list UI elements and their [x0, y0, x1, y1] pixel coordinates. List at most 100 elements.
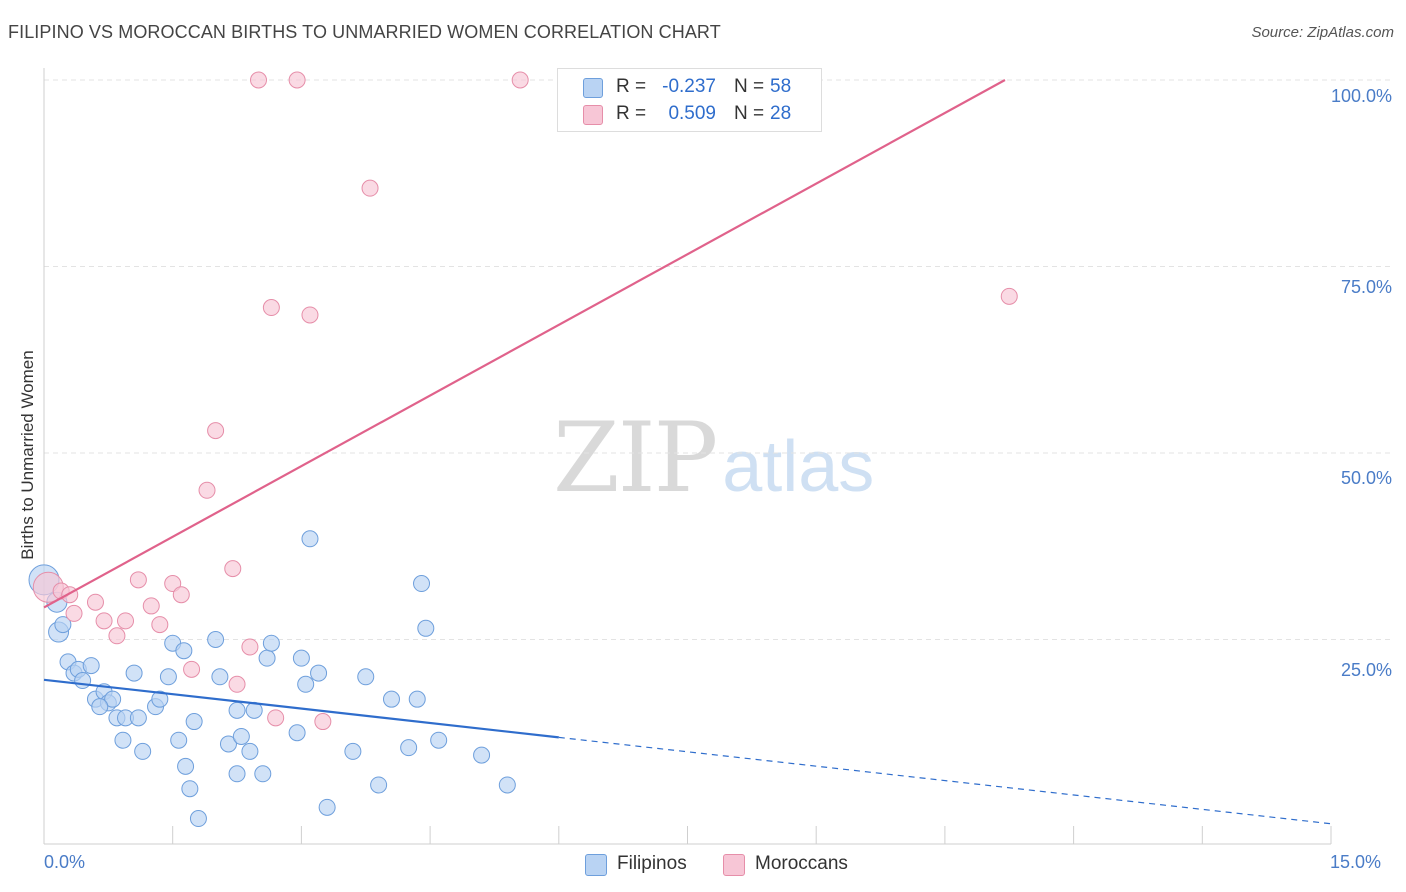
r-label: R =	[616, 103, 647, 124]
filipino-point	[498, 776, 516, 794]
moroccan-point	[262, 299, 280, 317]
filipino-point	[177, 757, 195, 775]
chart-title: FILIPINO VS MOROCCAN BIRTHS TO UNMARRIED…	[8, 22, 721, 42]
watermark-atlas: atlas	[722, 427, 875, 507]
moroccan-point	[314, 713, 332, 731]
filipino-point	[74, 672, 92, 690]
filipinos-legend-swatch	[585, 854, 607, 876]
filipinos-trendline	[43, 678, 559, 739]
moroccan-point	[198, 481, 216, 499]
x-tick-label-min: 0.0%	[44, 852, 86, 872]
filipino-point	[262, 634, 280, 652]
n-label: N =	[734, 103, 765, 124]
filipino-point	[151, 690, 169, 708]
filipino-point	[408, 690, 426, 708]
axis-layer	[43, 68, 1332, 845]
legend-label-moroccans: Moroccans	[755, 853, 848, 874]
filipino-point	[258, 649, 276, 667]
filipino-point	[228, 765, 246, 783]
filipino-point	[170, 731, 188, 749]
filipino-point	[382, 690, 400, 708]
r-label: R =	[616, 76, 647, 97]
moroccan-point	[164, 575, 182, 593]
filipino-point	[125, 664, 143, 682]
moroccan-point	[117, 612, 135, 630]
moroccans-trendline	[43, 79, 1006, 609]
legend-label-filipinos: Filipinos	[617, 853, 687, 874]
filipinos-swatch	[583, 78, 603, 98]
watermark-zip: ZIP	[553, 402, 718, 514]
moroccan-point	[361, 179, 379, 197]
r-value: -0.237	[662, 76, 716, 97]
watermark: ZIPatlas	[553, 402, 874, 514]
filipino-point	[159, 668, 177, 686]
filipino-point	[207, 631, 225, 648]
y-tick-label-75: 75.0%	[1340, 277, 1392, 297]
filipino-point	[370, 776, 388, 794]
filipino-point	[82, 657, 100, 675]
filipinos-trendline-extrapolated	[558, 736, 1332, 825]
moroccan-point	[151, 616, 169, 634]
filipino-point	[473, 746, 491, 764]
n-value: 28	[770, 103, 792, 124]
filipino-point	[430, 731, 448, 749]
filipino-point	[292, 649, 310, 667]
moroccan-point	[108, 627, 126, 645]
source-label: Source: ZipAtlas.com	[1251, 24, 1394, 41]
filipino-point	[54, 616, 72, 634]
moroccan-point	[129, 571, 147, 589]
legend: Filipinos Moroccans	[0, 852, 1406, 878]
filipino-point	[185, 713, 203, 731]
n-value: 58	[770, 76, 792, 97]
moroccan-point	[142, 597, 160, 615]
filipino-point	[104, 690, 122, 708]
filipino-point	[114, 731, 132, 749]
filipino-point	[134, 742, 152, 760]
filipino-point	[318, 798, 336, 816]
y-axis-label: Births to Unmarried Women	[18, 350, 37, 560]
moroccan-point	[288, 71, 306, 89]
moroccan-point	[511, 71, 529, 89]
points-layer	[28, 71, 1018, 828]
filipino-point	[91, 698, 109, 716]
moroccans-legend-swatch	[723, 854, 745, 876]
moroccan-point	[86, 593, 104, 611]
n-label: N =	[734, 76, 765, 97]
filipino-point	[344, 742, 362, 760]
moroccan-point	[183, 660, 201, 678]
filipino-point	[413, 575, 431, 593]
filipino-point	[211, 668, 229, 686]
moroccan-point	[1000, 287, 1018, 305]
filipino-point	[241, 742, 259, 760]
moroccan-point	[65, 604, 83, 622]
moroccan-point	[228, 675, 246, 693]
filipino-point	[189, 810, 207, 828]
filipino-point	[175, 642, 193, 660]
filipino-point	[301, 530, 319, 548]
moroccans-swatch	[583, 105, 603, 125]
moroccan-point	[207, 422, 225, 440]
x-tick-label-max: 15.0%	[1330, 852, 1382, 872]
filipino-point	[219, 735, 237, 753]
filipino-point	[400, 739, 418, 757]
moroccan-point	[172, 586, 190, 604]
filipino-point	[357, 668, 375, 686]
r-value: 0.509	[668, 103, 716, 124]
y-tick-label-100: 100.0%	[1330, 86, 1392, 106]
moroccan-point	[250, 71, 267, 89]
trend-layer	[43, 79, 1332, 825]
moroccan-point	[95, 612, 113, 630]
y-tick-label-25: 25.0%	[1340, 660, 1392, 680]
filipino-point	[417, 619, 435, 637]
stats-box: R = -0.237 N = 58 R = 0.509 N = 28	[557, 68, 822, 132]
y-tick-label-50: 50.0%	[1340, 468, 1392, 488]
filipino-point	[181, 780, 199, 798]
moroccan-point	[301, 306, 319, 324]
filipino-point	[254, 765, 272, 783]
moroccan-point	[224, 560, 242, 578]
filipino-point	[288, 724, 306, 742]
moroccan-point	[267, 709, 285, 727]
filipino-point	[228, 701, 246, 719]
filipino-point	[310, 664, 328, 682]
